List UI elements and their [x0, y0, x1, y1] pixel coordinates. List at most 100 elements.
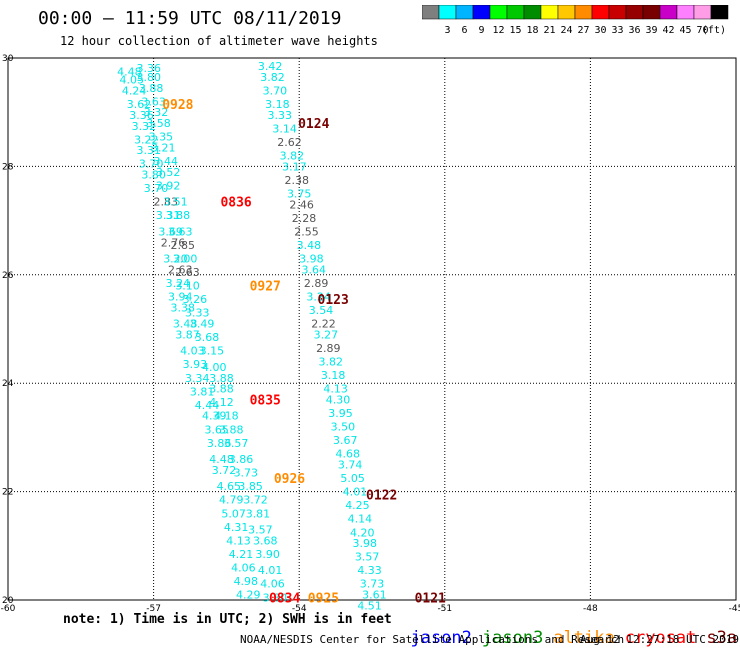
wave-height-point: 4.03 — [180, 345, 205, 358]
wave-height-point: 3.73 — [360, 578, 385, 591]
wave-height-point: 3.80 — [263, 591, 288, 604]
wave-height-point: 4.30 — [326, 393, 351, 406]
wave-height-point: 2.63 — [175, 266, 200, 279]
wave-height-point: 2.22 — [311, 318, 336, 331]
wave-height-point: 3.98 — [299, 253, 324, 266]
wave-height-point: 3.65 — [204, 423, 229, 436]
wave-height-point: 3.90 — [255, 548, 280, 561]
generation-timestamp: Aug 12 12:27:18 UTC 2019 — [580, 633, 739, 646]
wave-height-point: 4.65 — [217, 480, 242, 493]
wave-height-point: 4.48 — [209, 453, 234, 466]
wave-height-point: 3.80 — [141, 169, 166, 182]
wave-height-point: 3.88 — [219, 423, 244, 436]
colorbar-label: 45 — [679, 25, 691, 36]
wave-height-point: 3.73 — [234, 467, 259, 480]
wave-height-point: 4.24 — [122, 85, 147, 98]
wave-height-point: 3.82 — [318, 356, 343, 369]
wave-height-point: 3.26 — [183, 293, 208, 306]
wave-height-point: 3.38 — [170, 301, 195, 314]
wave-height-point: 3.82 — [280, 150, 305, 163]
track-time-label: 0124 — [298, 117, 329, 132]
wave-height-point: 2.76 — [161, 236, 186, 249]
wave-height-point: 3.68 — [195, 331, 220, 344]
wave-height-point: 3.68 — [253, 534, 278, 547]
wave-height-point: 3.61 — [362, 589, 387, 602]
wave-height-point: 4.06 — [260, 578, 285, 591]
wave-height-point: 3.85 — [238, 480, 263, 493]
wave-height-point: 3.81 — [190, 385, 215, 398]
wave-height-point: 3.69 — [158, 225, 183, 238]
wave-height-point: 4.21 — [229, 548, 254, 561]
wave-height-point: 3.70 — [263, 85, 288, 98]
wave-height-point: 4.51 — [357, 599, 382, 612]
wave-height-point: 3.32 — [144, 106, 169, 119]
wave-height-point: 2.55 — [294, 225, 319, 238]
legend-jason2: jason2 — [410, 628, 472, 648]
wave-height-point: 3.21 — [151, 141, 176, 154]
colorbar-unit: (ft) — [702, 25, 726, 36]
wave-height-point: 3.80 — [136, 71, 161, 84]
wave-height-point: 3.64 — [302, 263, 327, 276]
wave-height-point: 4.68 — [335, 448, 360, 461]
wave-height-point: 4.25 — [345, 499, 370, 512]
wave-height-point: 4.18 — [214, 410, 239, 423]
credit-line: NOAA/NESDIS Center for Satellite Applica… — [240, 633, 625, 646]
y-tick-label: 20 — [2, 596, 14, 606]
wave-height-point: 4.79 — [219, 494, 244, 507]
chart-title: 00:00 – 11:59 UTC 08/11/2019 — [38, 8, 342, 29]
colorbar-label: 39 — [645, 25, 657, 36]
wave-height-point: 2.83 — [153, 196, 178, 209]
wave-height-point: 4.44 — [195, 399, 220, 412]
x-tick-label: -45 — [729, 604, 740, 614]
wave-height-point: 3.00 — [173, 253, 198, 266]
colorbar-label: 18 — [526, 25, 538, 36]
x-tick-label: -48 — [583, 604, 598, 614]
colorbar-label: 24 — [560, 25, 572, 36]
x-tick-label: -51 — [437, 604, 452, 614]
wave-height-point: 4.29 — [236, 589, 261, 602]
wave-height-point: 3.86 — [207, 437, 232, 450]
footnote: note: 1) Time is in UTC; 2) SWH is in fe… — [63, 612, 392, 627]
wave-height-point: 3.34 — [185, 372, 210, 385]
x-tick-label: -54 — [292, 604, 307, 614]
wave-height-point: 3.70 — [144, 182, 169, 195]
colorbar-label: 6 — [461, 25, 467, 36]
wave-height-point: 3.33 — [185, 307, 210, 320]
colorbar-label: 30 — [594, 25, 606, 36]
track-time-label: 0121 — [415, 591, 446, 606]
wave-height-point: 3.75 — [287, 188, 312, 201]
track-time-label: 0925 — [308, 591, 339, 606]
wave-height-point: 3.70 — [139, 158, 164, 171]
wave-height-point: 3.58 — [146, 117, 171, 130]
wave-height-point: 4.20 — [350, 526, 375, 539]
wave-height-point: 3.63 — [141, 95, 166, 108]
wave-height-point: 3.42 — [258, 60, 283, 73]
colorbar-label: 42 — [662, 25, 674, 36]
wave-height-point: 3.92 — [156, 179, 181, 192]
wave-height-point: 2.28 — [292, 212, 317, 225]
wave-height-point: 4.31 — [224, 521, 249, 534]
wave-height-point: 3.62 — [127, 98, 152, 111]
wave-height-point: 3.52 — [156, 166, 181, 179]
y-tick-label: 24 — [2, 379, 14, 389]
wave-height-point: 3.50 — [331, 421, 356, 434]
wave-height-point: 2.46 — [289, 198, 314, 211]
wave-height-point: 3.36 — [136, 62, 161, 75]
wave-height-point: 3.31 — [136, 144, 161, 157]
track-time-label: 0834 — [269, 591, 300, 606]
wave-height-point: 3.14 — [272, 122, 297, 135]
wave-height-point: 4.01 — [258, 564, 283, 577]
wave-height-point: 3.74 — [338, 459, 363, 472]
wave-height-point: 4.13 — [226, 534, 251, 547]
wave-height-point: 3.72 — [243, 494, 268, 507]
wave-height-point: 4.05 — [120, 74, 145, 87]
wave-height-point: 3.94 — [168, 290, 193, 303]
colorbar-label: 12 — [492, 25, 504, 36]
y-tick-label: 30 — [2, 54, 14, 64]
wave-height-point: 3.10 — [175, 280, 200, 293]
legend-altika: altika — [553, 628, 615, 648]
plot-frame — [7, 57, 737, 601]
track-time-label: 0928 — [162, 98, 193, 113]
color-scale-bar: 3 6 9 12 15 18 21 24 27 30 33 36 39 42 45 70(ft) — [422, 5, 729, 36]
wave-height-point: 5.07 — [221, 507, 246, 520]
